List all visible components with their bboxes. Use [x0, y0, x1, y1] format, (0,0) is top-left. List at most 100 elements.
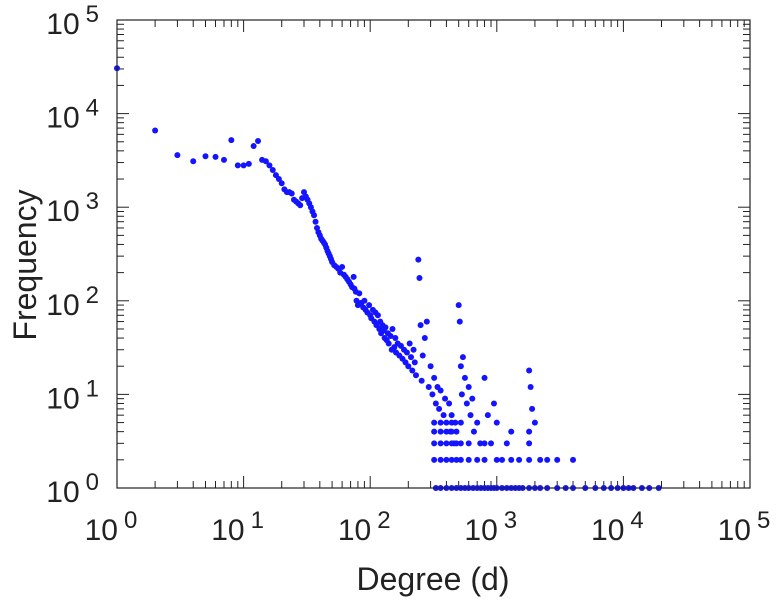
- data-point: [481, 440, 488, 447]
- data-point: [488, 440, 495, 447]
- data-point: [174, 152, 181, 159]
- data-point: [529, 405, 536, 412]
- data-point: [411, 359, 418, 366]
- data-point: [531, 419, 538, 426]
- data-point: [474, 456, 481, 463]
- x-tick-label: 10 1: [211, 507, 264, 547]
- data-point: [458, 391, 465, 398]
- y-tick-label: 10 2: [46, 282, 99, 322]
- data-point: [250, 143, 257, 150]
- data-point: [456, 318, 463, 325]
- y-tick-label: 10 4: [46, 95, 99, 135]
- data-point: [477, 440, 484, 447]
- data-point: [437, 419, 444, 426]
- data-point: [410, 346, 417, 353]
- data-point: [312, 218, 319, 225]
- data-point: [412, 372, 419, 379]
- data-point: [446, 400, 453, 407]
- x-tick-label: 10 5: [718, 507, 771, 547]
- axis-ticks: [116, 20, 750, 489]
- data-point: [421, 335, 428, 342]
- data-point: [425, 383, 432, 390]
- x-axis-title: Degree (d): [357, 561, 510, 597]
- data-point: [443, 428, 450, 435]
- data-point: [431, 440, 438, 447]
- data-point: [431, 374, 438, 381]
- data-point: [387, 333, 394, 340]
- data-point: [503, 440, 510, 447]
- data-point: [419, 352, 426, 359]
- data-point: [405, 363, 412, 370]
- data-point: [516, 456, 523, 463]
- data-point: [423, 318, 430, 325]
- data-point: [463, 400, 470, 407]
- data-point: [453, 428, 460, 435]
- data-point: [481, 456, 488, 463]
- data-point: [278, 180, 285, 187]
- x-tick-label: 10 3: [464, 507, 517, 547]
- data-point: [508, 456, 515, 463]
- data-point: [453, 456, 460, 463]
- data-point: [190, 158, 197, 165]
- plot-frame: [116, 19, 751, 489]
- data-point: [481, 374, 488, 381]
- data-point: [457, 419, 464, 426]
- data-point: [403, 349, 410, 356]
- data-point: [508, 428, 515, 435]
- data-point: [361, 297, 368, 304]
- data-point: [570, 456, 577, 463]
- data-point: [493, 456, 500, 463]
- y-tick-label: 10 0: [46, 469, 99, 509]
- x-tick-label: 10 0: [85, 507, 138, 547]
- data-point: [448, 419, 455, 426]
- data-point: [465, 440, 472, 447]
- data-point: [432, 400, 439, 407]
- data-point: [431, 428, 438, 435]
- data-point: [406, 340, 413, 347]
- data-point: [418, 377, 425, 384]
- y-tick-label: 10 1: [46, 375, 99, 415]
- data-point: [465, 456, 472, 463]
- data-point: [448, 456, 455, 463]
- data-point: [431, 419, 438, 426]
- data-point: [407, 354, 414, 361]
- data-point: [474, 419, 481, 426]
- data-point: [544, 456, 551, 463]
- data-point: [389, 325, 396, 332]
- data-point: [416, 275, 423, 282]
- data-point: [262, 158, 269, 165]
- data-point: [493, 419, 500, 426]
- data-point: [212, 153, 219, 160]
- data-point: [374, 312, 381, 319]
- data-point: [448, 428, 455, 435]
- data-point: [240, 162, 247, 169]
- data-point: [526, 367, 533, 374]
- data-point: [269, 166, 276, 173]
- data-point: [448, 412, 455, 419]
- data-point: [469, 395, 476, 402]
- data-point: [453, 440, 460, 447]
- data-point: [461, 374, 468, 381]
- data-point: [431, 456, 438, 463]
- data-point: [415, 256, 422, 263]
- data-point: [527, 383, 534, 390]
- data-point: [526, 456, 533, 463]
- data-point: [245, 160, 252, 167]
- data-point: [457, 440, 464, 447]
- data-point: [427, 363, 434, 370]
- data-point: [152, 127, 159, 134]
- data-points: [114, 65, 662, 491]
- data-point: [499, 456, 506, 463]
- data-point: [288, 190, 295, 197]
- data-point: [202, 153, 209, 160]
- data-point: [350, 273, 357, 280]
- data-point: [220, 156, 227, 163]
- data-point: [311, 212, 318, 219]
- data-point: [392, 335, 399, 342]
- data-point: [443, 419, 450, 426]
- data-point: [537, 456, 544, 463]
- data-point: [459, 354, 466, 361]
- data-point: [255, 137, 262, 144]
